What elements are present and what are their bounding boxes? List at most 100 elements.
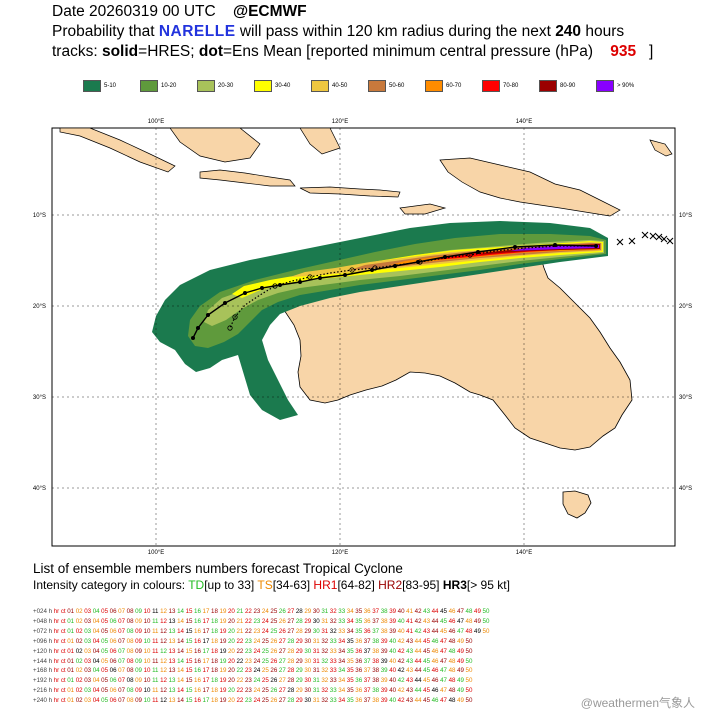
ensemble-member-number: 28 xyxy=(295,627,303,635)
ensemble-member-number: 30 xyxy=(304,657,312,665)
ensemble-member-number: 27 xyxy=(287,608,295,615)
ensemble-member-number: 34 xyxy=(338,677,346,685)
ensemble-member-number: 06 xyxy=(109,667,117,675)
ensemble-member-number: 22 xyxy=(244,617,252,625)
ensemble-member-number: 29 xyxy=(304,617,312,625)
intensity-category-legend: Intensity category in colours: TD[up to … xyxy=(33,577,693,593)
ensemble-member-number: 33 xyxy=(338,627,346,635)
member-list: hr ct 01 02 03 04 05 06 07 08 09 10 11 12 13 14 15 16 17 18… xyxy=(54,697,474,704)
ensemble-member-number: 36 xyxy=(355,647,363,655)
ensemble-member-number: 24 xyxy=(261,608,269,615)
ensemble-member-number: 49 xyxy=(457,657,464,665)
ensemble-row: +168 h hr ct 01 02 03 04 05 06 07 08 09 10 11 12 13 14 15… xyxy=(33,666,693,676)
ensemble-member-number: 22 xyxy=(236,637,244,645)
ensemble-member-number: 34 xyxy=(338,637,346,645)
axis-label: 20°S xyxy=(679,304,692,310)
ensemble-member-number: 02 xyxy=(75,697,83,705)
ensemble-member-number: 19 xyxy=(219,667,227,675)
ensemble-member-number: 13 xyxy=(168,657,176,665)
axis-label: 120°E xyxy=(332,119,348,125)
ensemble-member-number: 26 xyxy=(270,687,278,695)
ensemble-member-number: 08 xyxy=(126,697,134,705)
ensemble-member-number: 33 xyxy=(329,677,337,685)
ensemble-member-number: 40 xyxy=(397,627,405,635)
ensemble-member-number: 27 xyxy=(278,647,286,655)
ensemble-member-number: 35 xyxy=(355,608,363,615)
ensemble-member-number: 46 xyxy=(431,647,439,655)
legend-item: 40-50 xyxy=(311,80,368,92)
ensemble-member-number: 19 xyxy=(219,647,227,655)
ensemble-member-number: 34 xyxy=(338,687,346,695)
ensemble-member-number: 45 xyxy=(423,637,431,645)
ensemble-member-number: 11 xyxy=(152,667,159,675)
ensemble-member-number: hr xyxy=(53,667,60,675)
legend-label: 80-90 xyxy=(560,83,576,89)
ensemble-member-number: 31 xyxy=(321,608,329,615)
ensemble-member-number: 35 xyxy=(346,677,354,685)
storm-name: NARELLE xyxy=(158,23,236,40)
ensemble-member-number: 15 xyxy=(185,667,193,675)
ensemble-member-number: 50 xyxy=(465,677,473,685)
ensemble-member-number: 17 xyxy=(202,647,210,655)
ensemble-member-number: 40 xyxy=(389,697,397,705)
ensemble-member-number: 23 xyxy=(244,647,252,655)
ensemble-member-number: 20 xyxy=(227,617,235,625)
ensemble-member-number: ct xyxy=(60,617,66,625)
ensemble-member-number: 17 xyxy=(202,657,210,665)
hres-track-point xyxy=(594,244,598,248)
ensemble-member-number: 28 xyxy=(287,657,295,665)
ensemble-member-number: 27 xyxy=(278,677,286,685)
legend-label: 5-10 xyxy=(104,83,117,89)
ens-mean-track-point xyxy=(307,274,313,280)
ensemble-member-number: 17 xyxy=(202,697,210,705)
ensemble-member-number: 44 xyxy=(414,657,422,665)
ensemble-member-number: 15 xyxy=(185,687,193,695)
ensemble-member-number: 12 xyxy=(160,687,167,695)
legend-item: > 90% xyxy=(596,80,653,92)
ensemble-member-number: 34 xyxy=(346,617,354,625)
hres-track-point xyxy=(196,326,200,330)
ensemble-member-number: 08 xyxy=(126,647,134,655)
ensemble-member-number: 25 xyxy=(261,637,269,645)
legend-swatch xyxy=(482,80,500,92)
ens-mean-track-point xyxy=(272,283,278,289)
ensemble-member-number: 04 xyxy=(92,617,100,625)
ensemble-member-number: 48 xyxy=(465,608,473,615)
ensemble-member-number: 22 xyxy=(244,627,252,635)
ensemble-member-number: 02 xyxy=(75,677,83,685)
ensemble-member-number: 31 xyxy=(321,627,329,635)
ensemble-member-number: 07 xyxy=(118,637,126,645)
ensemble-member-number: 18 xyxy=(211,667,218,675)
ensemble-member-number: 38 xyxy=(372,677,380,685)
member-list: hr ct 01 02 03 04 05 06 07 08 09 10 11 12 13 14 15 16 17 18… xyxy=(54,618,491,625)
ensemble-member-number: 19 xyxy=(219,608,227,615)
ensemble-member-number: 01 xyxy=(67,697,75,705)
ensemble-member-number: 43 xyxy=(406,667,414,675)
ensemble-member-number: 17 xyxy=(202,667,210,675)
ensemble-member-number: 37 xyxy=(363,647,371,655)
header-line-1: Date 20260319 00 UTC @ECMWF xyxy=(52,2,697,22)
ensemble-member-number: 45 xyxy=(440,627,447,635)
ensemble-member-number: 20 xyxy=(227,687,235,695)
tasmania-landmass xyxy=(562,490,592,519)
ensemble-member-number: 01 xyxy=(67,637,75,645)
ensemble-member-number: 45 xyxy=(423,657,431,665)
ensemble-member-number: 21 xyxy=(236,608,244,615)
ensemble-member-number: 47 xyxy=(457,608,464,615)
ensemble-member-number: 30 xyxy=(312,617,320,625)
ensemble-member-number: 35 xyxy=(346,697,354,705)
ensemble-member-number: 01 xyxy=(67,627,75,635)
ensemble-member-number: 39 xyxy=(380,687,388,695)
ensemble-member-number: 49 xyxy=(457,637,464,645)
ensemble-member-number: 48 xyxy=(448,647,456,655)
lesser-sunda-islands xyxy=(299,186,447,215)
ensemble-member-number: hr xyxy=(53,608,60,615)
legend-item: 10-20 xyxy=(140,80,197,92)
ensemble-member-number: 36 xyxy=(363,608,371,615)
ensemble-member-number: 05 xyxy=(101,667,109,675)
ensemble-member-number: 32 xyxy=(321,677,329,685)
ensemble-member-number: 13 xyxy=(168,627,176,635)
ensemble-member-number: 19 xyxy=(219,617,227,625)
ensemble-member-number: 31 xyxy=(312,657,320,665)
member-list: hr ct 01 02 03 04 05 06 07 08 09 10 11 12 13 14 15 16 17 18… xyxy=(54,648,474,655)
